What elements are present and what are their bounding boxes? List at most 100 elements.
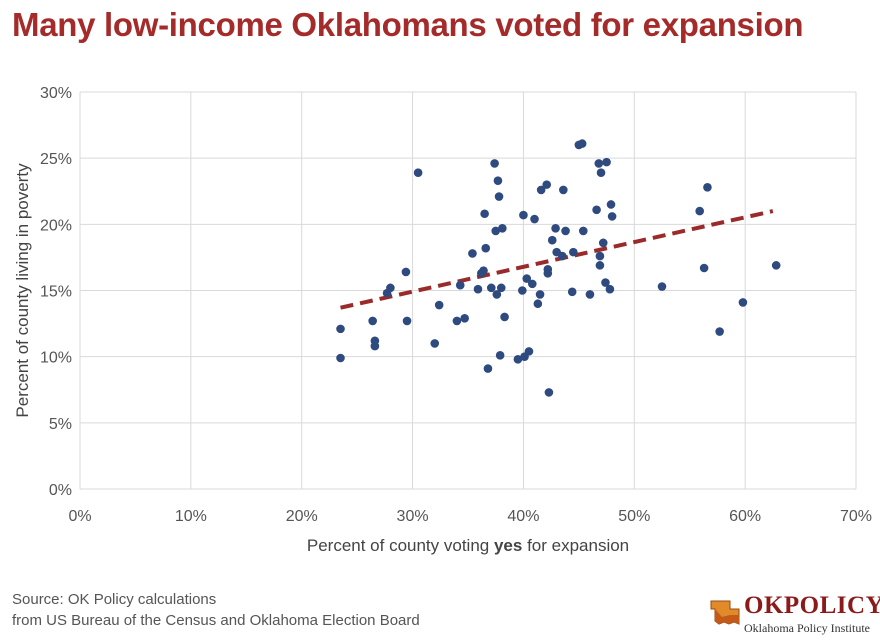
trendline	[340, 209, 774, 310]
data-point	[518, 286, 527, 295]
grid-lines	[79, 91, 857, 490]
data-point	[370, 336, 380, 346]
data-point	[594, 159, 604, 168]
data-point	[595, 261, 605, 270]
data-point	[401, 267, 411, 277]
x-tick-label: 40%	[507, 508, 539, 525]
data-point	[522, 274, 532, 283]
data-point	[601, 278, 610, 287]
data-point	[530, 214, 539, 224]
data-point	[569, 247, 578, 257]
data-point	[430, 339, 440, 348]
data-point	[468, 249, 477, 258]
data-point	[695, 206, 704, 216]
logo-subtitle: Oklahoma Policy Institute	[744, 621, 870, 635]
y-axis-label: Percent of county living in poverty	[13, 163, 32, 418]
okpolicy-logo: OKPOLICY Oklahoma Policy Institute	[710, 592, 880, 635]
data-point	[368, 316, 377, 326]
data-point	[657, 282, 667, 291]
data-point	[557, 251, 567, 261]
data-point	[578, 226, 588, 236]
x-tick-label: 0%	[68, 508, 91, 525]
data-point	[434, 300, 444, 310]
x-axis-label-part: Percent of county voting	[307, 536, 494, 555]
data-point	[481, 243, 491, 253]
data-point	[547, 235, 557, 245]
data-point	[386, 283, 395, 293]
data-point	[496, 283, 506, 293]
data-point	[567, 287, 577, 297]
scatter-chart: 0% 10% 20% 30% 40% 50% 60% 70% 0% 5% 10% 15% 20% 25%…	[13, 85, 872, 555]
data-point	[606, 200, 616, 209]
data-point	[559, 185, 568, 195]
data-point	[542, 180, 552, 189]
data-point	[452, 316, 462, 326]
data-point	[738, 298, 748, 307]
data-point	[500, 312, 509, 322]
data-point	[535, 290, 545, 299]
data-point	[479, 266, 488, 275]
trendline-group	[340, 209, 774, 310]
x-tick-label: 30%	[397, 508, 429, 525]
data-point	[473, 284, 483, 294]
data-point	[498, 224, 507, 233]
data-point	[592, 205, 601, 215]
data-point	[513, 355, 523, 364]
y-axis-ticks: 0% 5% 10% 15% 20% 25% 30%	[40, 85, 72, 499]
data-points	[336, 139, 781, 397]
data-point	[771, 261, 781, 270]
data-point	[483, 364, 493, 373]
data-point	[577, 139, 587, 148]
y-tick-label: 15%	[40, 284, 72, 301]
x-axis-label: Percent of county voting yes for expansi…	[307, 536, 629, 555]
logo-text: OKPOLICY	[744, 592, 880, 619]
data-point	[598, 238, 608, 248]
data-point	[490, 159, 499, 168]
data-point	[495, 351, 505, 360]
chart-title: Many low-income Oklahomans voted for exp…	[12, 6, 804, 43]
data-point	[533, 299, 543, 309]
data-point	[493, 176, 503, 185]
x-tick-label: 10%	[175, 508, 207, 525]
data-point	[336, 324, 345, 334]
data-point	[494, 192, 504, 201]
data-point	[596, 168, 606, 178]
source-line-2: from US Bureau of the Census and Oklahom…	[12, 612, 420, 629]
data-point	[460, 313, 469, 323]
x-axis-label-emphasis: yes	[494, 536, 522, 555]
data-point	[543, 265, 553, 274]
data-point	[491, 226, 501, 236]
data-point	[455, 280, 465, 290]
y-tick-label: 25%	[40, 151, 72, 168]
data-point	[486, 283, 496, 293]
data-point	[402, 316, 412, 326]
data-point	[551, 224, 560, 233]
data-point	[585, 290, 595, 299]
y-tick-label: 0%	[49, 482, 72, 499]
data-point	[715, 327, 724, 336]
data-point	[492, 290, 502, 299]
data-point	[519, 210, 528, 220]
x-tick-label: 20%	[286, 508, 318, 525]
x-tick-label: 60%	[729, 508, 761, 525]
data-point	[413, 168, 423, 178]
source-line-1: Source: OK Policy calculations	[12, 591, 217, 608]
data-point	[607, 212, 617, 221]
data-point	[336, 353, 345, 363]
data-point	[544, 388, 554, 397]
data-point	[536, 185, 546, 195]
y-tick-label: 20%	[40, 217, 72, 234]
data-point	[602, 157, 611, 167]
data-point	[524, 347, 534, 356]
data-point	[561, 226, 570, 236]
x-tick-label: 70%	[840, 508, 872, 525]
x-axis-label-part: for expansion	[522, 536, 629, 555]
x-tick-label: 50%	[618, 508, 650, 525]
data-point	[527, 279, 537, 289]
x-axis-ticks: 0% 10% 20% 30% 40% 50% 60% 70%	[68, 508, 872, 525]
data-point	[605, 284, 615, 294]
y-tick-label: 30%	[40, 85, 72, 102]
y-tick-label: 5%	[49, 416, 72, 433]
y-tick-label: 10%	[40, 350, 72, 367]
data-point	[595, 251, 605, 261]
